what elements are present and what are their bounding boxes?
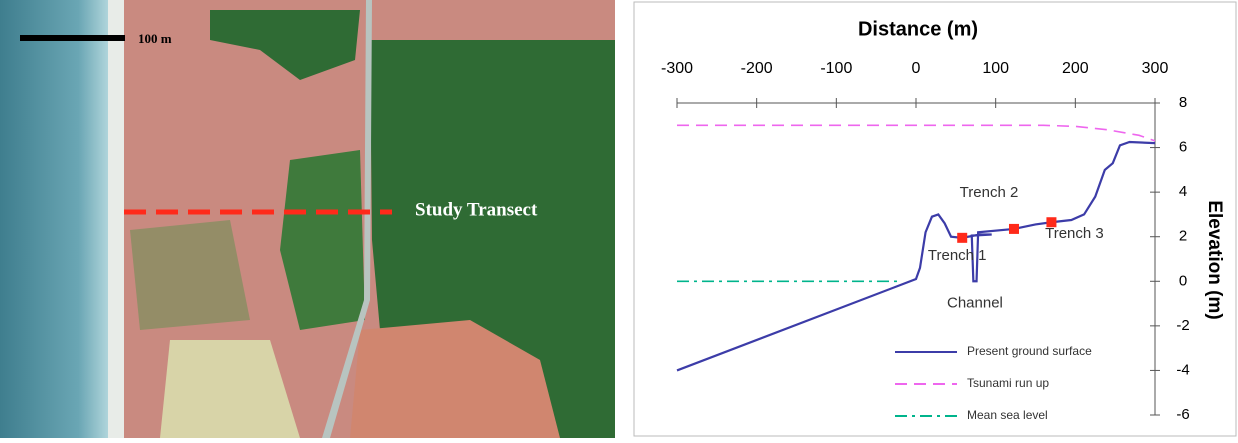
x-tick-label: -200 (741, 60, 773, 77)
legend-label: Mean sea level (967, 408, 1048, 422)
beach (108, 0, 124, 438)
x-tick-label: -300 (661, 60, 693, 77)
transect-label: Study Transect (415, 199, 538, 220)
x-tick-label: 300 (1142, 60, 1169, 77)
figure: 100 m Study Transect Distance (m) Elevat… (0, 0, 1238, 438)
annotation-label: Trench 3 (1045, 225, 1104, 242)
annotation-marker (957, 233, 967, 243)
x-tick-label: 0 (912, 60, 921, 77)
annotation-label: Channel (947, 294, 1003, 311)
y-tick-label: -6 (1176, 406, 1189, 423)
y-tick-label: -4 (1176, 361, 1189, 378)
x-tick-label: 200 (1062, 60, 1089, 77)
y-axis-label: Elevation (m) (1204, 200, 1225, 319)
y-tick-label: 0 (1179, 272, 1187, 289)
scale-bar (20, 35, 125, 41)
x-tick-label: -100 (820, 60, 852, 77)
y-tick-label: -2 (1176, 317, 1189, 334)
y-tick-label: 8 (1179, 94, 1187, 111)
chart-title: Distance (m) (858, 18, 978, 40)
annotation-marker (1009, 224, 1019, 234)
legend-label: Present ground surface (967, 344, 1092, 358)
y-tick-label: 2 (1179, 228, 1187, 245)
y-tick-label: 4 (1179, 183, 1187, 200)
annotation-label: Trench 2 (960, 184, 1019, 201)
scale-label: 100 m (138, 31, 172, 46)
legend-label: Tsunami run up (967, 376, 1049, 390)
y-tick-label: 6 (1179, 139, 1187, 156)
scrub (130, 220, 250, 330)
page: 100 m Study Transect Distance (m) Elevat… (0, 0, 1238, 438)
aerial-photo: 100 m Study Transect (0, 0, 615, 438)
sea (0, 0, 112, 438)
x-tick-label: 100 (982, 60, 1009, 77)
annotation-label: Trench 1 (928, 247, 987, 264)
